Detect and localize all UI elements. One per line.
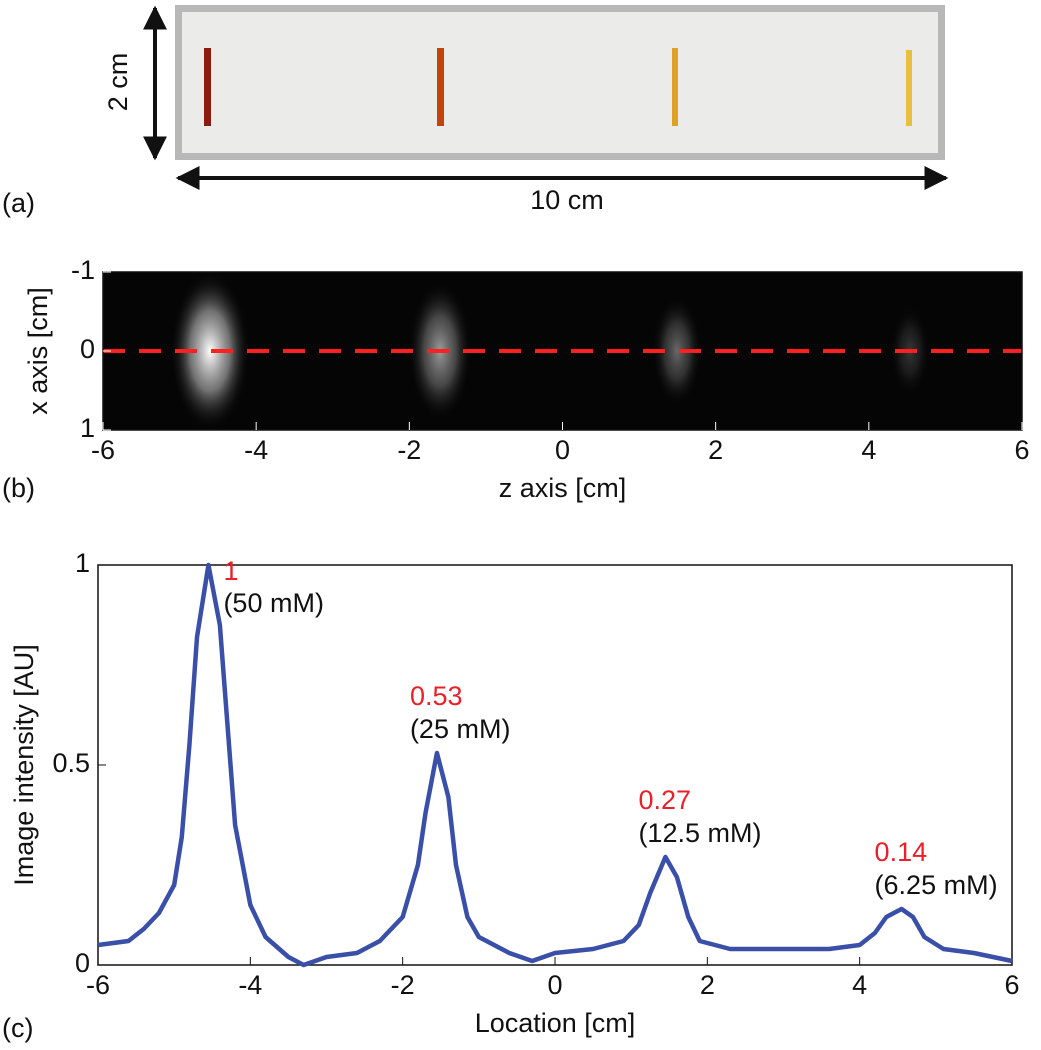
x-tick-label: 6 — [1004, 970, 1019, 1000]
x-tick-label: 6 — [1014, 435, 1029, 465]
x-tick-label: 4 — [852, 970, 867, 1000]
x-tick-label: 0 — [555, 435, 570, 465]
width-label: 10 cm — [530, 185, 604, 215]
y-tick-label: 0 — [80, 334, 95, 364]
panel-label: (a) — [2, 188, 35, 218]
peak-value: 0.27 — [638, 785, 691, 815]
y-tick-label: 1 — [80, 413, 95, 443]
y-axis-label: Image intensity [AU] — [9, 644, 39, 886]
line — [97, 562, 1013, 968]
y-tick-label: 0.5 — [52, 748, 90, 778]
x-tick-label: -6 — [86, 970, 110, 1000]
photo — [175, 5, 945, 160]
peak-value: 0.53 — [410, 681, 463, 711]
x-tick-label: -2 — [397, 435, 421, 465]
x-tick-label: 2 — [700, 970, 715, 1000]
x-axis-label: Location [cm] — [475, 1008, 636, 1038]
y-axis-label: x axis [cm] — [23, 287, 53, 415]
x-axis-label: z axis [cm] — [499, 473, 627, 503]
peak-note: (25 mM) — [410, 714, 511, 744]
peak-note: (50 mM) — [223, 588, 323, 618]
panel-label: (b) — [2, 473, 35, 503]
peak-note: (6.25 mM) — [875, 870, 998, 900]
x-tick-label: 0 — [547, 970, 562, 1000]
peak-note: (12.5 mM) — [638, 818, 761, 848]
y-tick-label: 0 — [75, 948, 90, 978]
y-tick-label: -1 — [71, 255, 95, 285]
x-tick-label: -4 — [244, 435, 268, 465]
x-tick-label: -6 — [91, 435, 115, 465]
panel-label: (c) — [2, 1013, 33, 1043]
peak-value: 1 — [223, 556, 238, 586]
height-label: 2 cm — [103, 53, 133, 112]
peak-value: 0.14 — [875, 837, 928, 867]
y-tick-label: 1 — [75, 548, 90, 578]
x-tick-label: 2 — [708, 435, 723, 465]
x-tick-label: -2 — [391, 970, 415, 1000]
x-tick-label: 4 — [861, 435, 876, 465]
x-tick-label: -4 — [238, 970, 262, 1000]
axes-box — [97, 564, 1013, 966]
